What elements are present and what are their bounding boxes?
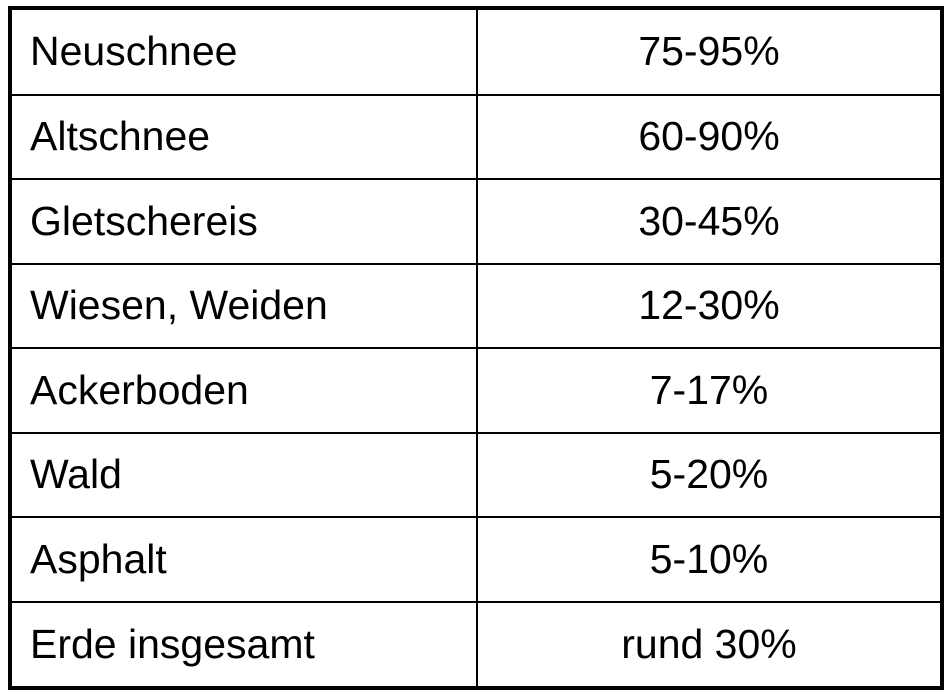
albedo-value-cell: rund 30% [476, 600, 940, 686]
albedo-value-cell: 12-30% [476, 262, 940, 349]
table-row: Ackerboden 7-17% [12, 347, 940, 434]
surface-name-cell: Erde insgesamt [12, 600, 478, 686]
table-row: Wald 5-20% [12, 431, 940, 518]
surface-name-cell: Asphalt [12, 516, 478, 603]
surface-name-cell: Wald [12, 431, 478, 518]
table-row: Erde insgesamt rund 30% [12, 600, 940, 686]
albedo-table: Neuschnee 75-95% Altschnee 60-90% Gletsc… [12, 10, 940, 686]
albedo-value-cell: 30-45% [476, 178, 940, 265]
table-row: Wiesen, Weiden 12-30% [12, 262, 940, 349]
albedo-value-cell: 60-90% [476, 93, 940, 180]
albedo-value-cell: 75-95% [476, 10, 940, 96]
table-row: Gletschereis 30-45% [12, 178, 940, 265]
surface-name-cell: Altschnee [12, 93, 478, 180]
albedo-value-cell: 5-10% [476, 516, 940, 603]
surface-name-cell: Gletschereis [12, 178, 478, 265]
surface-name-cell: Neuschnee [12, 10, 478, 96]
surface-name-cell: Ackerboden [12, 347, 478, 434]
albedo-value-cell: 5-20% [476, 431, 940, 518]
table-row: Neuschnee 75-95% [12, 10, 940, 96]
table-row: Asphalt 5-10% [12, 516, 940, 603]
surface-name-cell: Wiesen, Weiden [12, 262, 478, 349]
table-row: Altschnee 60-90% [12, 93, 940, 180]
albedo-value-cell: 7-17% [476, 347, 940, 434]
albedo-table-frame: Neuschnee 75-95% Altschnee 60-90% Gletsc… [8, 6, 944, 690]
